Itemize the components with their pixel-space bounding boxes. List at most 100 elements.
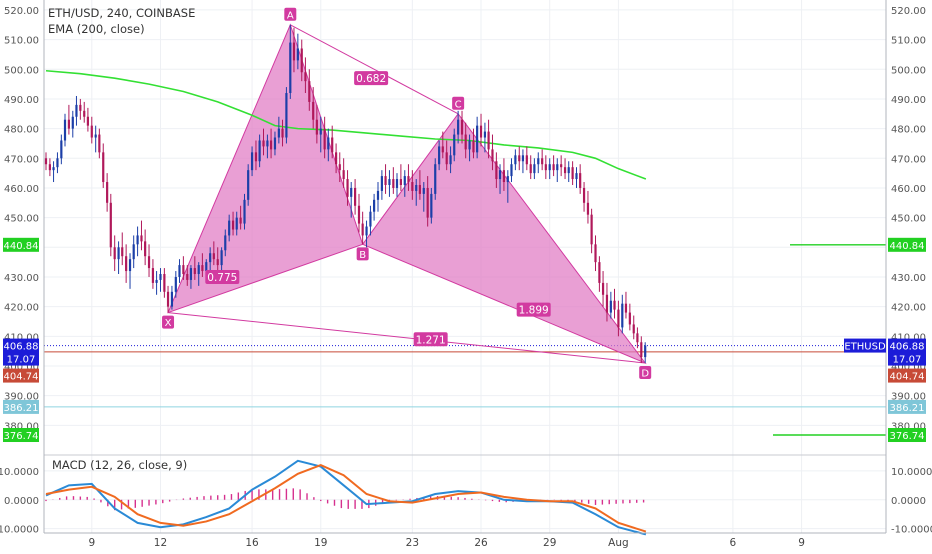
y-tick-label-left: 420.00	[4, 303, 39, 314]
candle-body	[468, 140, 471, 150]
candle-body	[212, 253, 215, 260]
pattern-point-badge	[452, 96, 465, 110]
pattern-ratio: 1.899	[516, 302, 551, 317]
y-tick-label-left: 460.00	[4, 184, 39, 195]
candle-body	[411, 182, 414, 191]
right-badge-level: 440.84	[888, 237, 926, 252]
candle-body	[235, 217, 238, 230]
candle-body	[365, 226, 368, 236]
y-tick-label-left: 500.00	[4, 65, 39, 76]
pattern-ratio: 0.775	[205, 269, 240, 284]
candle-body	[598, 262, 601, 283]
candle-body	[628, 312, 631, 325]
candle-body	[170, 291, 174, 307]
candle-body	[640, 342, 643, 358]
candle-body	[327, 137, 330, 150]
x-tick-label: 6	[730, 537, 737, 549]
x-tick-label: 9	[88, 537, 95, 549]
harmonic-pattern[interactable]	[167, 23, 647, 365]
pattern-ratio-badge	[516, 302, 551, 317]
candle-body	[109, 202, 112, 248]
right-badge-level-text: 386.21	[890, 403, 925, 414]
candle-body	[315, 119, 318, 135]
candle-body	[121, 247, 124, 257]
candle-body	[79, 104, 82, 111]
pattern-point-c: C	[452, 96, 465, 110]
candle-body	[285, 93, 288, 138]
pattern-ratio-label: 0.682	[356, 73, 386, 85]
y-tick-label-right: 450.00	[891, 214, 926, 225]
candle-body	[399, 179, 402, 185]
candle-body	[231, 220, 235, 230]
candle-body	[296, 48, 299, 61]
candle-body	[605, 294, 609, 313]
candle-body	[422, 187, 425, 194]
candle-body	[44, 158, 48, 165]
candle-body	[552, 164, 555, 171]
candle-body	[457, 119, 460, 135]
y-tick-label-left: 480.00	[4, 125, 39, 136]
candle-body	[438, 146, 441, 165]
x-tick-label: 29	[543, 537, 556, 549]
left-badge-level: 404.74	[3, 368, 39, 383]
candle-body	[518, 155, 521, 162]
candle-body	[407, 176, 410, 183]
candle-body	[357, 205, 361, 224]
candle-body	[594, 244, 597, 263]
macd-tick-label-left: 10.0000	[0, 467, 39, 478]
candle-body	[453, 134, 456, 156]
y-tick-label-right: 400.00	[891, 362, 926, 373]
candle-body	[392, 179, 395, 188]
x-tick-label: 19	[314, 537, 327, 549]
right-badge-level: 386.21	[888, 399, 926, 414]
candle-body	[182, 265, 185, 275]
candle-body	[201, 265, 204, 272]
y-tick-label-right: 520.00	[891, 6, 926, 17]
candle-body	[418, 184, 421, 194]
ema-legend: EMA (200, close)	[48, 22, 145, 36]
candle-body	[624, 303, 628, 313]
y-tick-label-left: 410.00	[4, 332, 39, 343]
candle-body	[90, 125, 93, 138]
candle-body	[430, 193, 433, 218]
pattern-point-label: B	[359, 250, 366, 261]
left-badge-level: 440.84	[3, 237, 39, 252]
candle-body	[254, 152, 258, 162]
left-badge-level-text: 404.74	[4, 372, 39, 383]
candle-body	[384, 176, 387, 185]
candle-body	[331, 137, 334, 153]
ema-200-line	[45, 69, 647, 180]
candle-body	[277, 128, 280, 138]
candle-body	[94, 134, 97, 138]
candle-body	[472, 140, 475, 153]
pattern-ratio-badge	[354, 71, 389, 86]
candle-body	[98, 134, 101, 153]
candle-body	[102, 152, 105, 183]
candle-body	[205, 262, 208, 272]
x-tick-label: Aug	[608, 537, 629, 549]
candle-body	[575, 173, 578, 180]
x-tick-label: 12	[154, 537, 167, 549]
candle-body	[48, 164, 51, 171]
candle-body	[186, 274, 189, 280]
candle-body	[140, 235, 143, 242]
candle-body	[224, 235, 227, 251]
right-badge-level-bg	[888, 428, 926, 443]
y-tick-label-right: 470.00	[891, 154, 926, 165]
candle-body	[113, 247, 116, 260]
candle-body	[609, 300, 612, 313]
pattern-point-label: X	[165, 318, 172, 329]
pattern-point-b: B	[356, 247, 369, 261]
candle-body	[228, 220, 231, 236]
candle-body	[476, 125, 479, 153]
right-badge-price-bg	[888, 338, 926, 353]
y-tick-label-left: 520.00	[4, 6, 39, 17]
macd-pane	[45, 459, 647, 536]
candle-body	[403, 176, 406, 185]
x-tick-label: 16	[245, 537, 259, 549]
pattern-point-badge	[284, 7, 297, 21]
candle-body	[266, 140, 269, 147]
candle-body	[247, 170, 250, 200]
